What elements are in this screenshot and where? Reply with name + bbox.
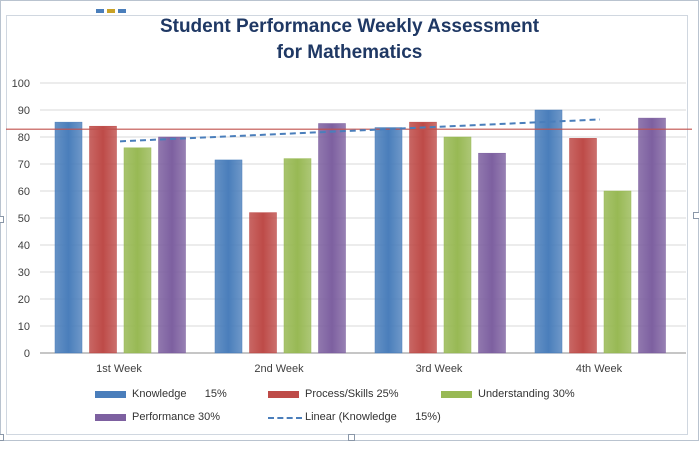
bar-3-1 [569, 138, 597, 354]
y-tick-label: 30 [18, 267, 30, 279]
bar-0-0 [54, 121, 83, 354]
bar-chart-plot: 0 10 20 30 40 50 60 70 80 90 100 1st Week 2nd Week 3r… [6, 78, 692, 375]
y-tick-label: 20 [18, 294, 30, 306]
legend-swatch-knowledge [95, 391, 126, 398]
legend-label-process-skills: Process/Skills 25% [305, 388, 399, 400]
legend-item-understanding: Understanding 30% [441, 387, 575, 401]
y-tick-label: 0 [24, 348, 30, 360]
legend-item-linear-trendline: Linear (Knowledge 15%) [268, 410, 441, 424]
y-tick-label: 80 [18, 132, 30, 144]
legend-item-process-skills: Process/Skills 25% [268, 387, 399, 401]
toolbar-icons-strip [96, 0, 136, 13]
legend-swatch-process-skills [268, 391, 299, 398]
y-tick-label: 10 [18, 321, 30, 333]
legend-label-performance: Performance 30% [132, 411, 221, 423]
bar-1-3 [318, 123, 346, 354]
x-tick-label: 1st Week [96, 363, 142, 375]
bar-1-2 [283, 158, 312, 354]
bar-0-3 [158, 136, 186, 354]
legend-row-1: Knowledge 15% Process/Skills 25% Underst… [0, 387, 699, 401]
bar-1-1 [249, 212, 277, 354]
legend-item-knowledge: Knowledge 15% [95, 387, 227, 401]
bar-3-0 [534, 109, 563, 354]
legend-swatch-linear-trendline [268, 417, 302, 419]
bar-2-1 [409, 121, 437, 354]
legend-swatch-performance [95, 414, 126, 421]
axis-tick-labels: 0 10 20 30 40 50 60 70 80 90 100 1st Week 2nd Week 3r… [12, 78, 623, 375]
y-tick-label: 60 [18, 186, 30, 198]
bar-3-2 [603, 190, 632, 354]
y-tick-label: 40 [18, 240, 30, 252]
legend-row-2: Performance 30% Linear (Knowledge 15%) [0, 410, 699, 424]
bars [54, 109, 666, 354]
legend-swatch-understanding [441, 391, 472, 398]
legend-label-linear-trendline: Linear (Knowledge 15%) [305, 411, 441, 423]
bar-2-0 [374, 127, 403, 354]
y-tick-label: 100 [12, 78, 30, 90]
trendline-linear-knowledge [119, 118, 601, 143]
y-tick-label: 50 [18, 213, 30, 225]
x-tick-label: 3rd Week [416, 363, 463, 375]
chart-title-line-1: Student Performance Weekly Assessment [159, 16, 540, 37]
resize-handle-left[interactable] [0, 216, 4, 223]
bar-1-0 [214, 159, 243, 354]
bar-3-3 [638, 117, 666, 354]
legend-item-performance: Performance 30% [95, 410, 220, 424]
x-tick-label: 2nd Week [254, 363, 304, 375]
y-tick-label: 90 [18, 105, 30, 117]
bar-2-2 [443, 136, 472, 354]
y-tick-label: 70 [18, 159, 30, 171]
resize-handle-right[interactable] [693, 212, 699, 219]
bar-0-1 [89, 125, 117, 354]
bar-0-2 [123, 147, 152, 354]
chart-title-line-2: for Mathematics [276, 42, 423, 63]
legend-label-understanding: Understanding 30% [478, 388, 575, 400]
legend-label-knowledge: Knowledge 15% [132, 388, 227, 400]
overlay-lines [6, 118, 692, 143]
bar-2-3 [478, 152, 506, 354]
x-tick-label: 4th Week [576, 363, 623, 375]
